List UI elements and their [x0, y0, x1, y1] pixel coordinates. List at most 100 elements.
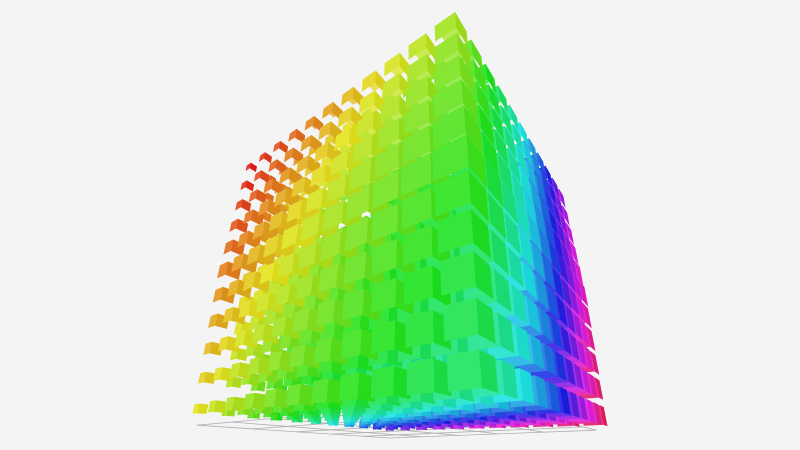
cube-face [352, 134, 373, 164]
cube-face [434, 32, 459, 66]
cube-point[interactable] [237, 230, 261, 250]
cube-point[interactable] [224, 396, 246, 412]
cube-face [207, 400, 217, 413]
cube-face [407, 53, 428, 84]
cube-face [330, 149, 348, 176]
cube-face [279, 167, 291, 185]
cube-point[interactable] [240, 180, 255, 192]
cube-face [576, 294, 586, 323]
cube-point[interactable] [235, 199, 252, 212]
cube-face [548, 240, 561, 275]
cube-face [296, 155, 309, 174]
cube-face [578, 395, 589, 421]
cube-face [556, 194, 564, 217]
cube-face [213, 367, 223, 381]
cube-face [258, 199, 270, 217]
cube-face [227, 279, 239, 297]
cube-face [509, 104, 519, 132]
cube-face [240, 180, 247, 191]
cube-point[interactable] [258, 152, 272, 164]
cube-point[interactable] [243, 393, 267, 410]
cube-face [519, 165, 532, 200]
cube-face [384, 52, 400, 77]
cube-face [544, 189, 554, 215]
cube-layer [192, 12, 608, 431]
cube-face [251, 323, 265, 343]
cube-face [213, 400, 227, 413]
cube-face [288, 128, 297, 142]
cube-face [223, 239, 234, 255]
cube-face [565, 357, 576, 386]
cube-face [557, 251, 569, 284]
cube-point[interactable] [253, 170, 270, 183]
cube-point[interactable] [248, 189, 267, 204]
cube-face [561, 277, 573, 309]
cube-face [540, 195, 551, 226]
cube-point[interactable] [268, 159, 286, 174]
cube-face [563, 231, 573, 257]
cube-point[interactable] [203, 341, 223, 356]
cube-face [377, 118, 399, 151]
cube-face [593, 402, 602, 425]
cube-point[interactable] [245, 162, 257, 173]
cube-face [527, 213, 542, 253]
cube-face [281, 224, 299, 250]
cube-face [536, 175, 546, 204]
cube-face [245, 180, 255, 192]
cube-face [491, 105, 505, 141]
grid-line [197, 424, 390, 439]
cube-face [266, 192, 274, 203]
cube-face [236, 348, 248, 361]
cube-face [212, 286, 223, 303]
cube-point[interactable] [263, 178, 284, 196]
cube-face [494, 128, 509, 167]
cube-face [345, 186, 370, 221]
cube-face [286, 199, 302, 223]
cube-face [310, 163, 326, 188]
cube-face [252, 221, 265, 240]
cube-point[interactable] [258, 199, 281, 218]
cube-face [305, 187, 323, 214]
cube-face [473, 59, 487, 96]
cube-point[interactable] [243, 209, 264, 226]
cube-face [322, 199, 344, 232]
cube-face [574, 259, 584, 286]
cube-face [523, 141, 533, 168]
cube-face [231, 253, 244, 273]
cube-face [572, 271, 583, 300]
cube-point[interactable] [408, 33, 439, 65]
cube-face [559, 212, 568, 236]
cube-face [274, 188, 287, 208]
cube-face [512, 123, 523, 153]
cube-point[interactable] [192, 403, 209, 414]
cube-face [497, 152, 514, 195]
cube-face [267, 351, 282, 372]
cube-face [550, 317, 563, 349]
cube-face [501, 179, 519, 225]
cube-face [538, 227, 552, 265]
cube-point[interactable] [273, 141, 289, 154]
cube-face [255, 292, 270, 313]
cube-face [588, 373, 598, 397]
cube-face [282, 301, 296, 321]
cube-face [478, 105, 495, 148]
cube-face [485, 63, 497, 94]
cube-face [268, 159, 277, 173]
cube-face [222, 307, 234, 324]
cube-face [498, 85, 509, 114]
cube-face [322, 102, 334, 119]
cube-face [208, 313, 218, 328]
cube-face [504, 125, 517, 160]
cube-face [530, 181, 542, 214]
cube-face [572, 312, 583, 341]
cube-face [526, 160, 538, 190]
cube-face [556, 295, 568, 327]
cube-face [552, 267, 565, 300]
cube-face [595, 377, 604, 400]
cube-point[interactable] [207, 400, 227, 413]
cube-point[interactable] [288, 128, 306, 144]
cube-point[interactable] [198, 371, 216, 384]
cube-face [570, 240, 579, 265]
